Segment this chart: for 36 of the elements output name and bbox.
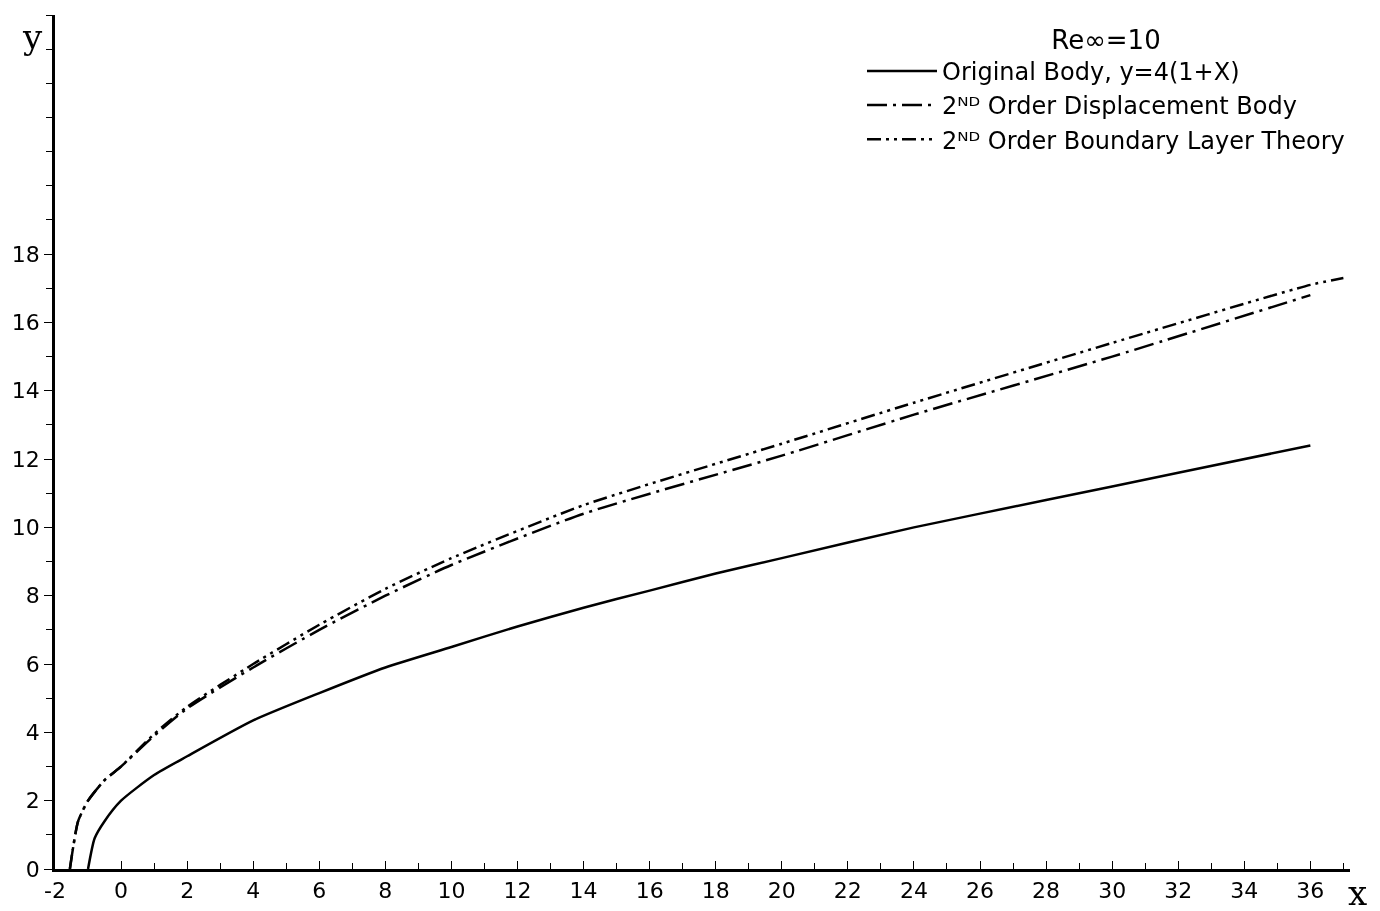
x-tick-label: 26 <box>966 878 994 904</box>
x-tick-label: 2 <box>180 878 195 904</box>
x-tick-label: 12 <box>503 878 532 904</box>
y-tick-label: 4 <box>25 720 40 746</box>
x-tick-label: 8 <box>378 878 393 904</box>
legend-title: Re∞=10 <box>1051 24 1161 55</box>
y-tick-label: 8 <box>25 583 40 609</box>
x-tick-label: 6 <box>312 878 327 904</box>
x-tick-label: 22 <box>833 878 862 904</box>
legend-label: 2ᴺᴰ Order Displacement Body <box>942 92 1297 121</box>
x-tick-label: 34 <box>1230 878 1259 904</box>
x-tick-label: -2 <box>44 878 66 904</box>
x-tick-label: 16 <box>635 878 664 904</box>
y-axis-title: y <box>22 17 43 57</box>
y-tick-label: 16 <box>11 310 40 336</box>
x-tick-label: 14 <box>569 878 598 904</box>
y-tick-label: 2 <box>25 788 40 814</box>
x-tick-label: 18 <box>701 878 730 904</box>
x-tick-label: 36 <box>1296 878 1325 904</box>
x-tick-label: 20 <box>767 878 796 904</box>
y-tick-label: 12 <box>11 446 40 472</box>
x-tick-label: 30 <box>1098 878 1127 904</box>
legend-label: Original Body, y=4(1+X) <box>942 58 1240 87</box>
x-tick-label: 32 <box>1164 878 1193 904</box>
y-tick-label: 10 <box>11 515 40 541</box>
x-tick-label: 28 <box>1032 878 1061 904</box>
x-tick-label: 4 <box>246 878 261 904</box>
x-axis-title: x <box>1348 873 1368 911</box>
y-tick-label: 6 <box>25 651 40 677</box>
y-tick-label: 0 <box>25 856 40 882</box>
x-tick-label: 24 <box>899 878 928 904</box>
y-tick-label: 14 <box>11 378 40 404</box>
x-tick-label: 0 <box>114 878 129 904</box>
x-tick-label: 10 <box>437 878 466 904</box>
legend-label: 2ᴺᴰ Order Boundary Layer Theory <box>942 126 1345 155</box>
y-tick-label: 18 <box>11 241 40 267</box>
